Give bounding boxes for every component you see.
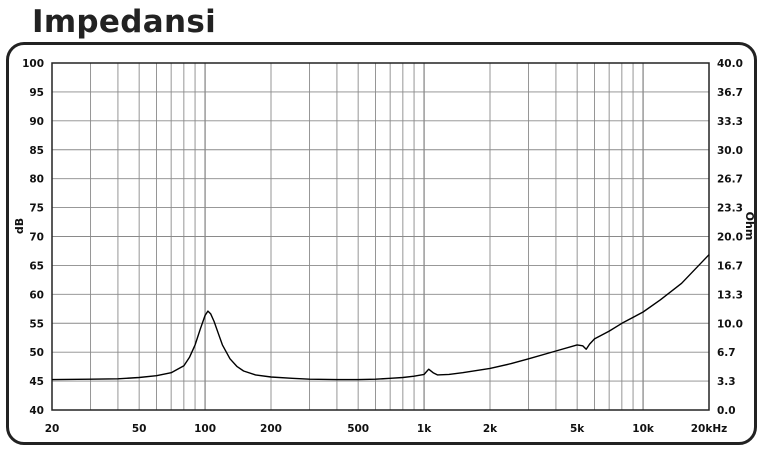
y-left-tick-label: 100 — [22, 58, 44, 70]
y-right-tick-label: 23.3 — [717, 203, 743, 215]
x-tick-label: 500 — [347, 423, 369, 435]
x-tick-label: 200 — [260, 423, 282, 435]
y-right-axis-label: Ohm — [743, 212, 756, 241]
x-tick-label: 20kHz — [691, 423, 728, 435]
page-title: Impedansi — [32, 4, 217, 40]
x-tick-label: 2k — [483, 423, 498, 435]
x-tick-label: 10k — [632, 423, 655, 435]
x-ticks: 20 50 100 200 500 1k 2k 5k 10k 20kHz — [45, 423, 728, 435]
y-left-tick-label: 95 — [29, 87, 44, 99]
y-right-ticks: 40.0 36.7 33.3 30.0 26.7 23.3 20.0 16.7 13.3 10.0… — [717, 58, 743, 417]
y-right-tick-label: 0.0 — [717, 405, 736, 417]
y-left-tick-label: 70 — [29, 232, 44, 244]
y-right-tick-label: 33.3 — [717, 116, 743, 128]
x-tick-label: 20 — [45, 423, 60, 435]
y-right-tick-label: 30.0 — [717, 145, 743, 157]
y-left-tick-label: 85 — [29, 145, 44, 157]
y-right-tick-label: 36.7 — [717, 87, 743, 99]
y-right-tick-label: 26.7 — [717, 174, 743, 186]
y-left-tick-label: 80 — [29, 174, 44, 186]
grid — [52, 63, 709, 410]
x-tick-label: 1k — [417, 423, 432, 435]
y-left-tick-label: 45 — [29, 376, 44, 388]
x-tick-label: 100 — [194, 423, 216, 435]
y-left-tick-label: 75 — [29, 203, 44, 215]
y-left-axis-label: dB — [13, 218, 26, 234]
y-left-tick-label: 50 — [29, 347, 44, 359]
y-right-tick-label: 40.0 — [717, 58, 743, 70]
y-left-tick-label: 90 — [29, 116, 44, 128]
y-left-ticks: 100 95 90 85 80 75 70 65 60 55 50 45 40 — [22, 58, 44, 417]
x-tick-label: 5k — [570, 423, 585, 435]
y-right-tick-label: 13.3 — [717, 289, 743, 301]
y-right-tick-label: 3.3 — [717, 376, 736, 388]
plot-border — [51, 62, 710, 411]
y-right-tick-label: 6.7 — [717, 347, 736, 359]
y-left-tick-label: 40 — [29, 405, 44, 417]
chart-frame — [6, 42, 757, 445]
y-left-tick-label: 65 — [29, 260, 44, 272]
impedance-line — [51, 254, 710, 381]
y-right-tick-label: 10.0 — [717, 318, 743, 330]
y-right-tick-label: 16.7 — [717, 260, 743, 272]
x-tick-label: 50 — [132, 423, 147, 435]
y-right-tick-label: 20.0 — [717, 232, 743, 244]
y-left-tick-label: 55 — [29, 318, 44, 330]
y-left-tick-label: 60 — [29, 289, 44, 301]
series — [51, 254, 710, 381]
